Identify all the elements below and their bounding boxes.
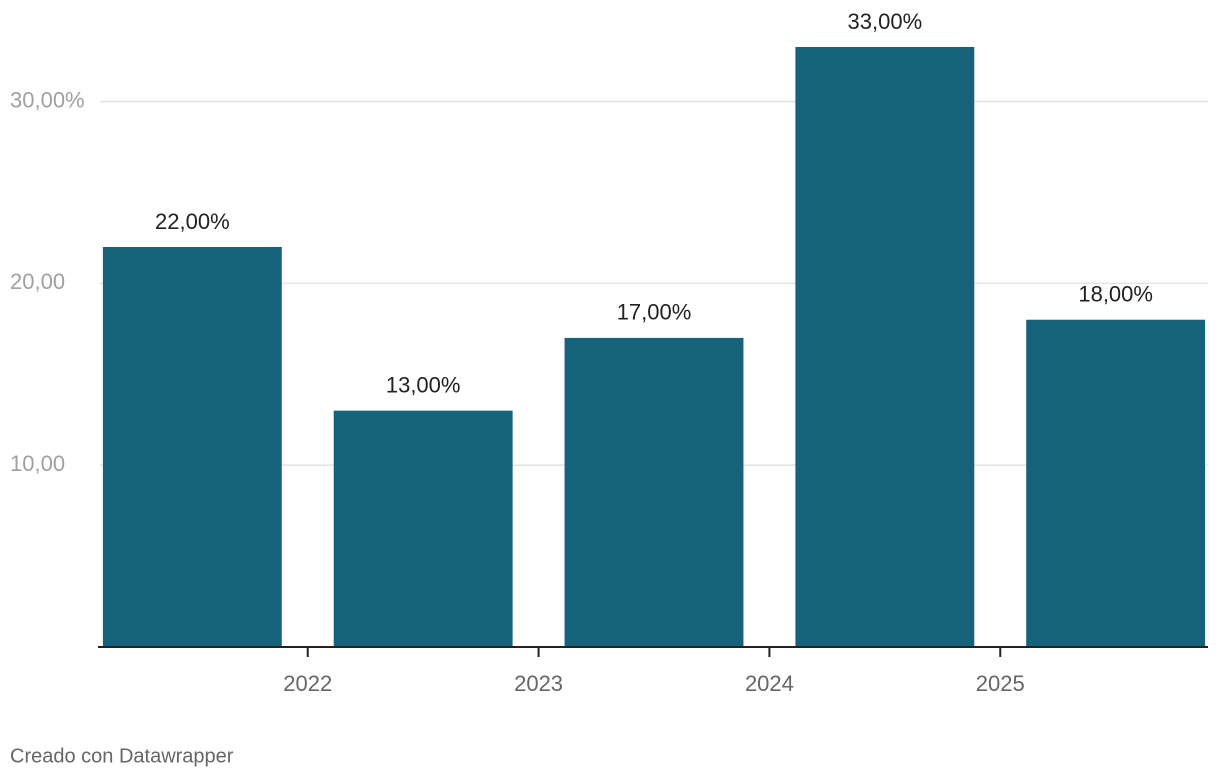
- bar: [795, 47, 975, 647]
- credit: Creado con Datawrapper: [10, 745, 234, 767]
- bar: [102, 247, 282, 647]
- y-tick-label: 30,00%: [10, 87, 85, 112]
- bar: [333, 410, 513, 647]
- y-tick-label: 20,00: [10, 269, 65, 294]
- bar: [564, 337, 744, 647]
- y-tick-label: 10,00: [10, 451, 65, 476]
- value-label: 33,00%: [848, 9, 923, 34]
- value-label: 13,00%: [386, 372, 461, 397]
- bar: [1026, 319, 1206, 647]
- value-label: 18,00%: [1078, 282, 1153, 307]
- x-tick-label: 2023: [514, 671, 563, 696]
- x-tick-label: 2024: [745, 671, 794, 696]
- x-tick-label: 2022: [283, 671, 332, 696]
- value-label: 22,00%: [155, 209, 230, 234]
- x-tick-label: 2025: [976, 671, 1025, 696]
- value-label: 17,00%: [617, 300, 692, 325]
